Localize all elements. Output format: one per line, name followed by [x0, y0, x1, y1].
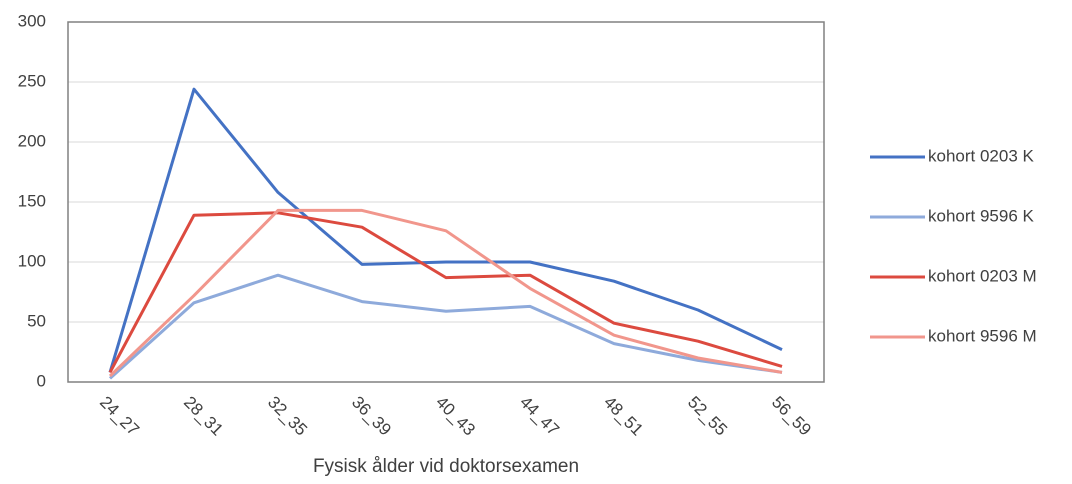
plot-border — [67, 21, 825, 383]
legend-label: kohort 9596 K — [928, 206, 1035, 225]
series-line — [108, 211, 783, 374]
y-tick-label: 50 — [27, 311, 46, 330]
y-tick-label: 200 — [18, 131, 46, 150]
series-line — [108, 273, 783, 380]
y-tick-label: 100 — [18, 251, 46, 270]
x-tick-label: 36_39 — [348, 393, 395, 440]
series-line — [108, 208, 783, 378]
legend-label: kohort 0203 M — [928, 266, 1037, 285]
series-line — [108, 87, 783, 373]
x-axis-title: Fysisk ålder vid doktorsexamen — [313, 456, 579, 477]
x-tick-label: 24_27 — [96, 393, 143, 440]
x-tick-label: 48_51 — [600, 393, 647, 440]
legend-label: kohort 9596 M — [928, 326, 1037, 345]
x-tick-label: 44_47 — [516, 393, 563, 440]
x-tick-label: 52_55 — [684, 393, 731, 440]
x-tick-label: 28_31 — [180, 393, 227, 440]
y-tick-label: 250 — [18, 71, 46, 90]
x-tick-label: 40_43 — [432, 393, 479, 440]
y-tick-label: 0 — [37, 371, 46, 390]
x-tick-label: 32_35 — [264, 393, 311, 440]
y-tick-label: 150 — [18, 191, 46, 210]
y-tick-label: 300 — [18, 11, 46, 30]
legend-label: kohort 0203 K — [928, 146, 1035, 165]
x-tick-label: 56_59 — [768, 393, 815, 440]
